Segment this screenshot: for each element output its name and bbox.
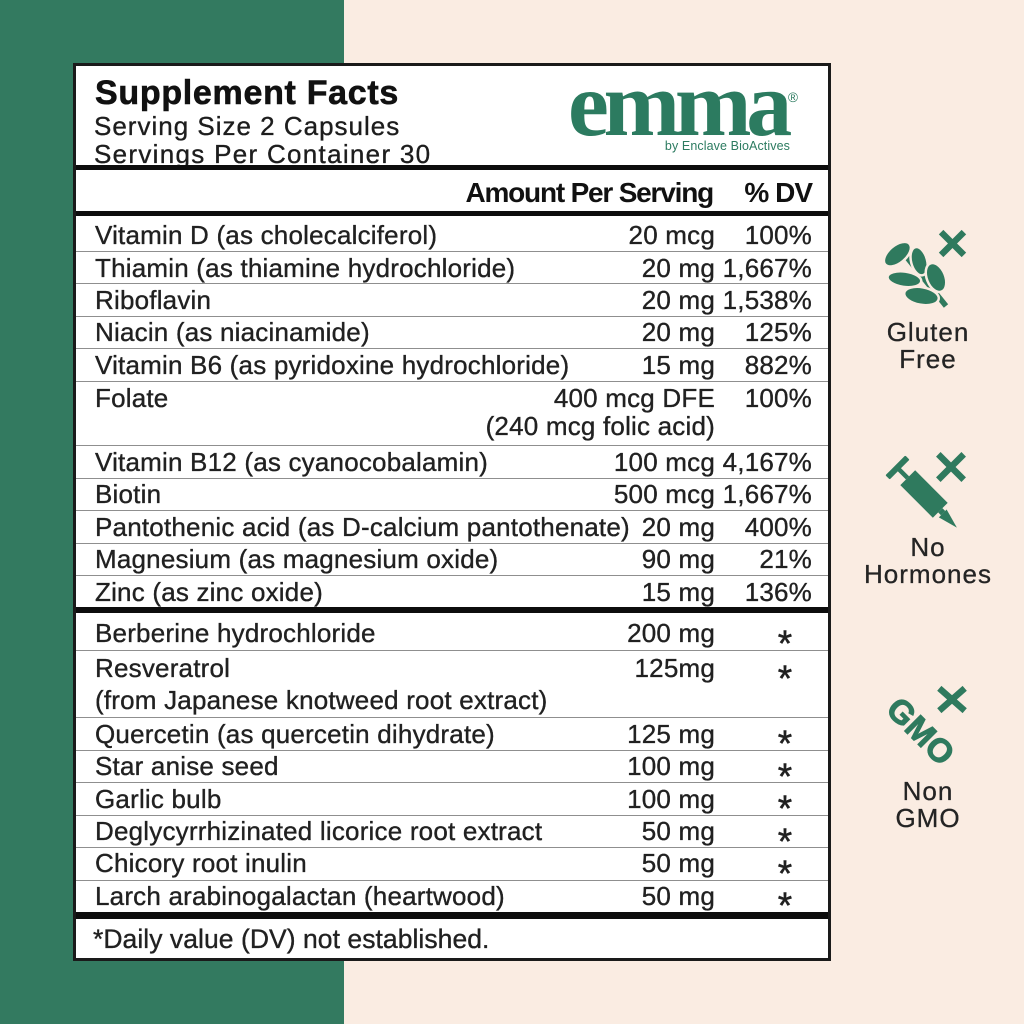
- svg-text:emma: emma: [568, 60, 791, 150]
